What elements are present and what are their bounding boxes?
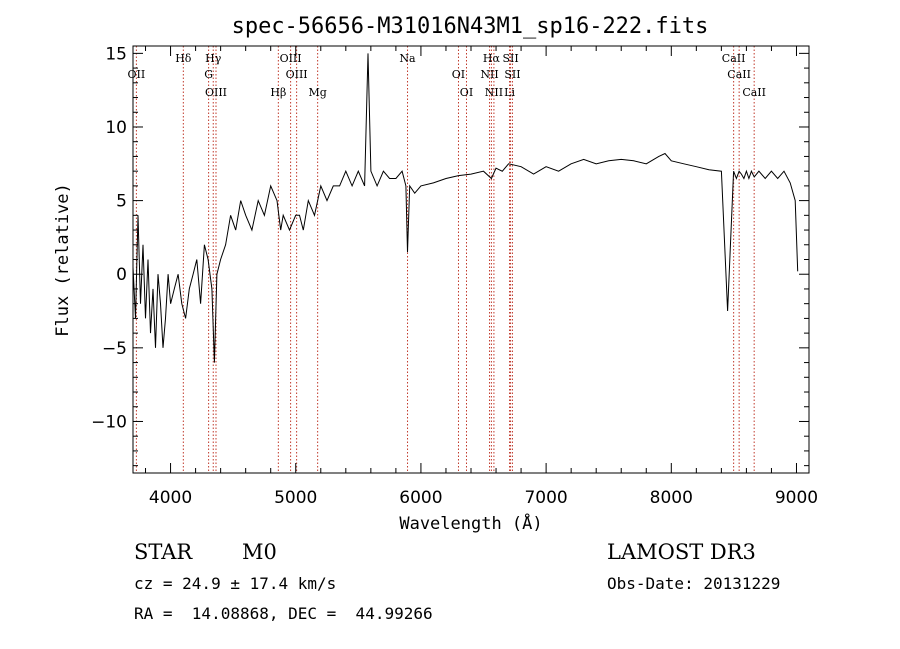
- marker-label-11: OI: [460, 86, 473, 99]
- x-tick-label: 9000: [775, 488, 818, 508]
- plot-frame: [132, 45, 810, 474]
- x-tick-label: 4000: [149, 488, 192, 508]
- marker-label-8: Mg: [308, 86, 326, 99]
- x-axis-ticks: 4000 5000 6000 7000 8000 9000: [145, 46, 818, 508]
- x-tick-label: 5000: [274, 488, 317, 508]
- y-tick-label: 10: [105, 118, 127, 138]
- x-axis-label: Wavelength (Å): [399, 512, 542, 534]
- marker-label-20: CaII: [742, 86, 766, 99]
- marker-label-17: Li: [504, 86, 515, 99]
- marker-label-9: Na: [399, 52, 416, 65]
- survey-name: LAMOST DR3: [607, 540, 756, 564]
- redshift-cz: cz = 24.9 ± 17.4 km/s: [134, 574, 337, 593]
- marker-label-7: OIII: [286, 68, 308, 81]
- marker-label-13: NII: [480, 68, 498, 81]
- marker-label-4: G: [204, 68, 213, 81]
- marker-label-19: CaII: [727, 68, 751, 81]
- y-axis-label: Flux (relative): [53, 183, 73, 337]
- marker-label-16: SII: [504, 68, 520, 81]
- marker-label-0: Hδ: [175, 52, 192, 65]
- x-tick-label: 6000: [399, 488, 442, 508]
- emission-line-labels: HδOIIOIIIHγGHβOIIIOIIIMgNaOIOIHαNIINIISI…: [128, 52, 766, 99]
- y-tick-label: 5: [116, 192, 127, 212]
- marker-label-15: SII: [502, 52, 518, 65]
- marker-label-6: OIII: [280, 52, 302, 65]
- marker-label-14: NII: [485, 86, 503, 99]
- coordinates: RA = 14.08868, DEC = 44.99266: [134, 604, 433, 623]
- object-subclass: M0: [242, 540, 277, 564]
- marker-label-5: Hβ: [270, 86, 286, 99]
- y-tick-label: 15: [105, 44, 127, 64]
- observation-date: Obs-Date: 20131229: [607, 574, 781, 593]
- marker-label-3: Hγ: [205, 52, 222, 65]
- y-tick-label: −5: [102, 339, 127, 359]
- marker-label-12: Hα: [483, 52, 501, 65]
- marker-label-1: OII: [128, 68, 146, 81]
- marker-label-18: CaII: [722, 52, 746, 65]
- y-axis-ticks: −10 −5 0 5 10 15: [91, 44, 809, 467]
- spectrum-line: [132, 53, 799, 363]
- object-class: STAR: [134, 540, 193, 564]
- x-tick-label: 8000: [650, 488, 693, 508]
- chart-title: spec-56656-M31016N43M1_sp16-222.fits: [232, 14, 709, 39]
- x-tick-label: 7000: [524, 488, 567, 508]
- y-tick-label: 0: [116, 265, 127, 285]
- marker-label-10: OI: [452, 68, 465, 81]
- y-tick-label: −10: [91, 412, 127, 432]
- emission-line-markers: [135, 46, 755, 473]
- marker-label-2: OIII: [205, 86, 227, 99]
